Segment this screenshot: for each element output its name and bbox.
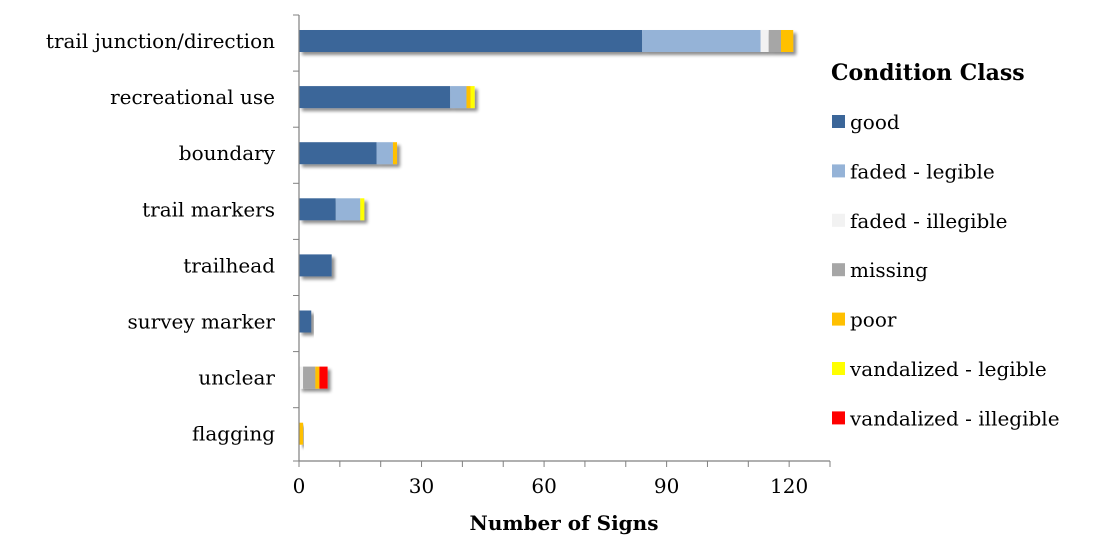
bar-segment [335,198,361,221]
bar-segment [450,86,467,109]
x-tick-label: 90 [654,474,679,498]
bars-layer [299,30,794,445]
category-label: trailhead [183,253,275,277]
category-label: unclear [198,366,275,390]
legend-label: vandalized - illegible [849,406,1060,430]
bar-segment [299,366,304,389]
legend-label: poor [850,308,897,332]
bar-group [299,366,328,389]
bar-segment [360,198,365,221]
bar-group [299,254,332,277]
legend-label: vandalized - legible [849,357,1047,381]
bar-segment [780,30,794,52]
bar-segment [642,30,761,52]
legend-label: faded - illegible [850,209,1008,233]
legend-label: good [850,110,900,134]
legend-swatch [832,312,845,326]
axes-layer: 0 30 60 90 120 [293,14,831,498]
bar-segment [470,86,475,109]
bar-segment [299,86,451,109]
x-tick-label: 30 [409,474,434,498]
x-tick-label: 120 [770,474,808,498]
x-tick-label: 60 [531,474,556,498]
bar-segment [376,142,393,165]
legend-title: Condition Class [831,60,1025,86]
legend-swatch [832,164,845,178]
bar-segment [299,422,304,445]
legend-swatch [832,213,845,227]
bar-segment [299,30,643,52]
bar-group [299,310,312,333]
category-label: recreational use [110,85,275,109]
bar-segment [299,198,336,221]
legend-label: missing [850,258,928,282]
labels-layer: trail junction/direction recreational use… [46,29,276,446]
bar-segment [299,254,332,277]
x-axis-title: Number of Signs [470,511,659,535]
bar-group [299,422,304,445]
category-label: boundary [179,141,276,165]
legend-swatch [832,263,845,277]
bar-segment [299,310,312,333]
bar-segment [303,366,316,389]
bar-group [299,30,794,52]
bar-group [299,198,365,221]
bar-segment [760,30,769,52]
bar-group [299,142,398,165]
bar-segment [299,142,377,165]
legend-swatch [832,362,845,375]
bar-segment [466,86,471,109]
bar-segment [768,30,781,52]
bar-group [299,86,475,109]
category-label: survey marker [128,310,276,334]
category-label: trail junction/direction [46,29,275,53]
legend-label: faded - legible [850,159,995,183]
legend-swatch [832,115,845,128]
category-label: trail markers [142,197,275,221]
bar-segment [315,366,320,389]
legend-swatch [832,411,845,425]
bar-segment [392,142,398,165]
x-tick-label: 0 [293,474,306,498]
category-label: flagging [192,422,275,446]
legend: Condition Class good faded - legible faded… [831,60,1060,430]
bar-segment [319,366,328,389]
